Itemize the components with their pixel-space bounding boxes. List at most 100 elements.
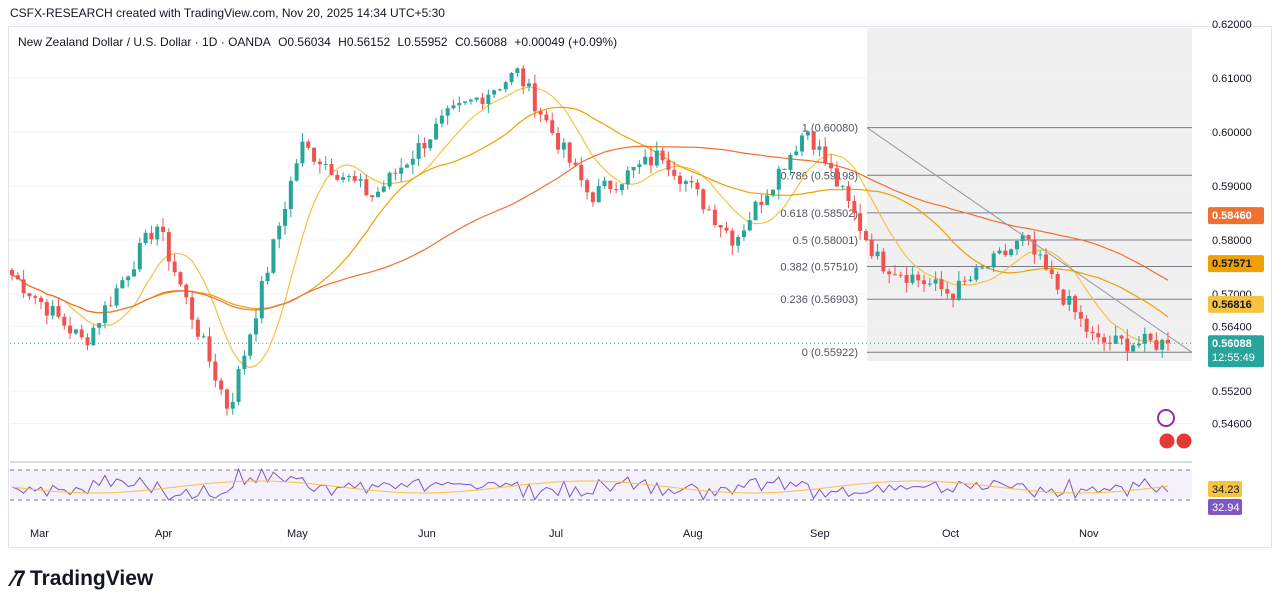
- candle-body: [306, 141, 311, 148]
- candle-body: [457, 102, 462, 106]
- candle-body: [956, 280, 961, 300]
- ema-fast-line: [11, 86, 1169, 369]
- candle-body: [538, 111, 543, 115]
- candle-body: [1096, 333, 1101, 338]
- candle-body: [556, 133, 561, 150]
- candle-body: [712, 209, 717, 226]
- candle-body: [1166, 339, 1170, 344]
- price-tick-label: 0.60000: [1212, 127, 1252, 139]
- candle-body: [1067, 296, 1072, 305]
- fib-level-label: 0.618 (0.58502): [780, 208, 858, 220]
- candle-body: [1148, 333, 1153, 341]
- candle-body: [898, 274, 903, 276]
- chart-icons: [1157, 409, 1193, 450]
- time-tick-label: Sep: [810, 528, 830, 540]
- countdown-label: 12:55:49: [1212, 352, 1255, 364]
- candle-body: [503, 82, 508, 90]
- low-value: L0.55952: [397, 35, 448, 49]
- open-value: O0.56034: [278, 35, 331, 49]
- flash-event-icon: [1157, 409, 1175, 427]
- chart-frame: [8, 26, 1272, 548]
- time-tick-label: Mar: [30, 528, 49, 540]
- candle-body: [614, 189, 619, 191]
- candle-body: [497, 89, 502, 91]
- candle-body: [776, 168, 781, 190]
- candle-body: [445, 108, 450, 116]
- candle-body: [962, 280, 967, 282]
- fib-level-label: 0.786 (0.59198): [780, 170, 858, 182]
- candle-body: [567, 142, 572, 163]
- candle-body: [741, 230, 746, 238]
- candle-body: [1102, 337, 1107, 343]
- candle-body: [590, 192, 595, 203]
- candle-body: [474, 97, 479, 100]
- candle-body: [213, 361, 218, 381]
- candle-body: [259, 281, 264, 319]
- candle-body: [1125, 338, 1130, 352]
- candle-body: [277, 225, 282, 240]
- price-tag-value: 0.58460: [1212, 210, 1252, 222]
- candle-body: [933, 279, 938, 284]
- candle-body: [945, 289, 950, 294]
- candle-body: [550, 120, 555, 134]
- candle-body: [323, 163, 328, 165]
- candle-body: [817, 146, 822, 150]
- candle-body: [73, 329, 78, 334]
- candle-body: [631, 167, 636, 171]
- chart-credit: CSFX-RESEARCH created with TradingView.c…: [10, 6, 445, 20]
- candle-body: [253, 318, 258, 335]
- candle-body: [974, 267, 979, 280]
- downtrend-line: [866, 127, 1193, 353]
- candle-body: [532, 83, 537, 112]
- candle-body: [782, 168, 787, 170]
- price-tick-label: 0.56400: [1212, 321, 1252, 333]
- candle-body: [405, 164, 410, 168]
- candle-body: [747, 220, 752, 231]
- symbol-name[interactable]: New Zealand Dollar / U.S. Dollar · 1D · …: [18, 35, 271, 49]
- candle-body: [997, 250, 1002, 254]
- candle-body: [416, 143, 421, 159]
- candle-body: [829, 162, 834, 169]
- tradingview-brand[interactable]: ⁄7 TradingView: [12, 566, 153, 592]
- candle-body: [1014, 241, 1019, 250]
- candle-body: [904, 275, 909, 283]
- candle-body: [434, 123, 439, 140]
- ema-slow-line: [11, 145, 1169, 314]
- candle-body: [283, 208, 288, 226]
- candle-body: [364, 179, 369, 196]
- candle-body: [602, 180, 607, 187]
- candle-body: [207, 336, 212, 362]
- candle-body: [166, 232, 171, 262]
- candle-body: [585, 180, 590, 193]
- candle-body: [887, 271, 892, 275]
- candle-body: [91, 327, 96, 346]
- candle-body: [852, 200, 857, 214]
- candle-body: [230, 402, 235, 409]
- candle-body: [102, 305, 107, 324]
- rsi-pane: 34.23 32.94: [10, 461, 1242, 515]
- candle-body: [724, 227, 729, 231]
- candle-body: [1032, 239, 1037, 255]
- candle-body: [625, 170, 630, 185]
- candle-body: [643, 156, 648, 165]
- candle-body: [1136, 343, 1141, 346]
- us-flag-event-icon: [1158, 432, 1176, 450]
- candle-body: [695, 182, 700, 190]
- candle-body: [1061, 289, 1066, 305]
- candle-body: [800, 135, 805, 152]
- time-tick-label: Apr: [155, 528, 172, 540]
- candle-body: [770, 189, 775, 196]
- candle-body: [637, 164, 642, 168]
- brand-name: TradingView: [29, 567, 154, 590]
- time-tick-label: May: [287, 528, 308, 540]
- candle-body: [492, 90, 497, 95]
- candle-body: [1142, 333, 1147, 344]
- candle-body: [358, 179, 363, 181]
- high-value: H0.56152: [338, 35, 391, 49]
- candle-body: [294, 163, 299, 181]
- candle-body: [846, 186, 851, 201]
- candle-body: [980, 267, 985, 269]
- fib-level-label: 0 (0.55922): [802, 347, 858, 359]
- candle-body: [666, 160, 671, 170]
